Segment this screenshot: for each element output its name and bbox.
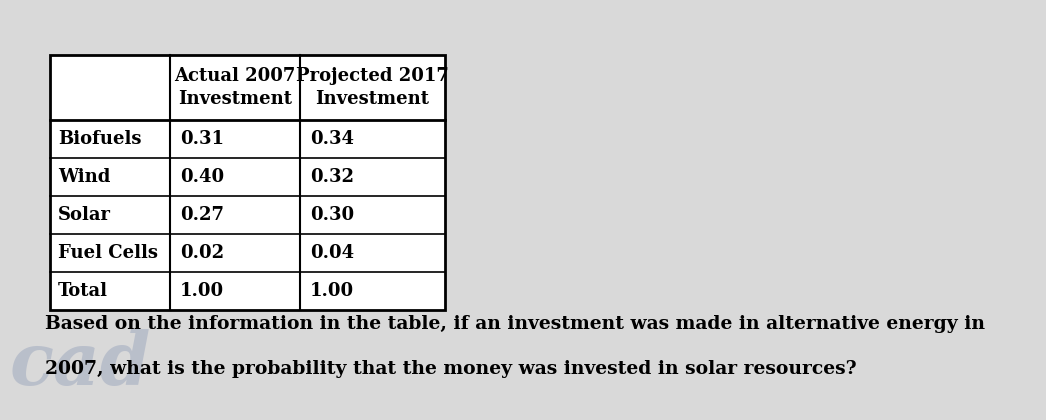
Text: Wind: Wind <box>58 168 111 186</box>
Bar <box>50 55 445 310</box>
Text: Based on the information in the table, if an investment was made in alternative : Based on the information in the table, i… <box>45 315 985 333</box>
Text: Total: Total <box>58 282 108 300</box>
Text: 0.04: 0.04 <box>310 244 355 262</box>
Text: 1.00: 1.00 <box>180 282 224 300</box>
Text: Actual 2007
Investment: Actual 2007 Investment <box>175 67 296 108</box>
Text: 0.32: 0.32 <box>310 168 354 186</box>
Text: Solar: Solar <box>58 206 111 224</box>
Text: 0.30: 0.30 <box>310 206 355 224</box>
Text: Biofuels: Biofuels <box>58 130 141 148</box>
Text: 0.34: 0.34 <box>310 130 354 148</box>
Text: 0.02: 0.02 <box>180 244 224 262</box>
Text: 2007, what is the probability that the money was invested in solar resources?: 2007, what is the probability that the m… <box>45 360 857 378</box>
Text: 0.27: 0.27 <box>180 206 224 224</box>
Text: cad: cad <box>10 329 152 400</box>
Text: Projected 2017
Investment: Projected 2017 Investment <box>296 67 449 108</box>
Text: 0.40: 0.40 <box>180 168 224 186</box>
Text: 1.00: 1.00 <box>310 282 355 300</box>
Text: 0.31: 0.31 <box>180 130 224 148</box>
Text: Fuel Cells: Fuel Cells <box>58 244 158 262</box>
